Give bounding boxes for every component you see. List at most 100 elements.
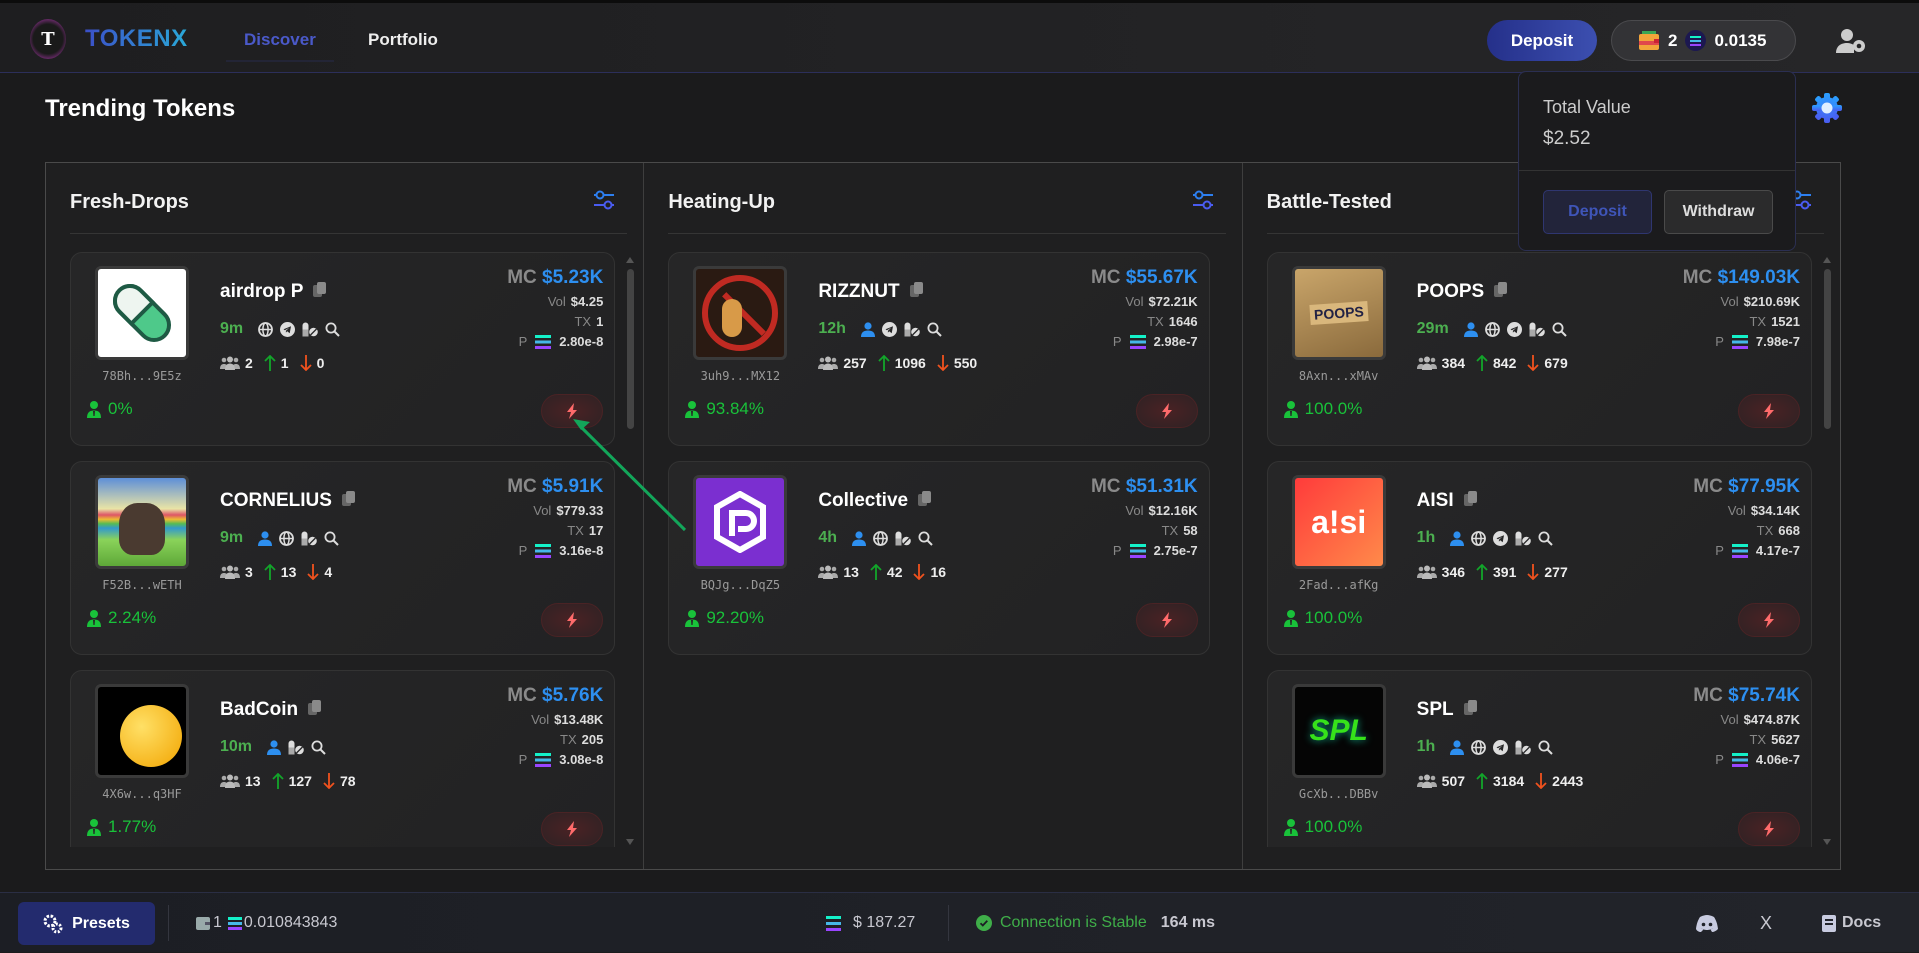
x-link[interactable]: X	[1760, 893, 1772, 953]
popup-withdraw-button[interactable]: Withdraw	[1664, 190, 1773, 234]
copy-icon[interactable]	[313, 281, 327, 303]
token-name[interactable]: CORNELIUS	[220, 490, 332, 511]
telegram-icon[interactable]	[1493, 739, 1509, 755]
deposit-button[interactable]: Deposit	[1487, 20, 1597, 61]
user-settings-icon[interactable]	[1836, 27, 1868, 55]
quick-buy-button[interactable]	[541, 812, 604, 846]
telegram-icon[interactable]	[280, 321, 296, 337]
docs-link[interactable]: Docs	[1822, 893, 1881, 953]
token-card[interactable]: SPL GcXb...DBBv SPL 1h 507 3184 2443 100.0% MC $…	[1266, 670, 1812, 847]
quick-buy-button[interactable]	[1737, 812, 1800, 846]
token-name[interactable]: AISI	[1416, 490, 1454, 511]
copy-icon[interactable]	[1463, 699, 1477, 721]
settings-gear-icon[interactable]	[1812, 93, 1842, 123]
pill-icon[interactable]	[288, 740, 304, 755]
search-icon[interactable]	[1538, 740, 1554, 755]
user-icon[interactable]	[1450, 530, 1465, 546]
token-image[interactable]: SPL	[1291, 684, 1386, 778]
search-icon[interactable]	[918, 531, 933, 546]
telegram-icon[interactable]	[1506, 321, 1522, 337]
copy-icon[interactable]	[918, 490, 932, 512]
search-icon[interactable]	[311, 740, 326, 755]
nav-portfolio[interactable]: Portfolio	[368, 30, 438, 49]
pill-icon[interactable]	[302, 322, 318, 337]
token-card[interactable]: 4X6w...q3HF BadCoin 10m 13 127 78 1.77% MC $5.7…	[70, 670, 616, 847]
token-card[interactable]: a!si 2Fad...afKg AISI 1h 346 391 277 100.0% MC $…	[1266, 461, 1812, 655]
token-card[interactable]: 3uh9...MX12 RIZZNUT 12h 257 1096 550 93.84% MC …	[668, 252, 1210, 446]
token-name[interactable]: BadCoin	[220, 699, 299, 720]
quick-buy-button[interactable]	[1737, 394, 1800, 428]
scroll-thumb[interactable]	[627, 269, 635, 429]
pill-icon[interactable]	[1515, 740, 1532, 755]
token-image[interactable]	[95, 475, 189, 569]
token-address[interactable]: 78Bh...9E5z	[102, 369, 182, 383]
token-image[interactable]	[95, 684, 189, 778]
tokenx-logo[interactable]: T	[30, 19, 66, 59]
quick-buy-button[interactable]	[1135, 603, 1198, 637]
copy-icon[interactable]	[341, 490, 355, 512]
user-icon[interactable]	[1463, 321, 1478, 337]
token-image[interactable]	[693, 475, 788, 569]
list-scrollbar[interactable]	[626, 255, 635, 847]
scroll-up[interactable]	[626, 257, 635, 263]
nav-discover[interactable]: Discover	[226, 30, 334, 62]
token-name[interactable]: airdrop P	[220, 281, 304, 302]
search-icon[interactable]	[1538, 531, 1554, 546]
filter-sliders-icon[interactable]	[1192, 189, 1214, 216]
brand-name[interactable]: TOKENX	[85, 25, 188, 52]
token-name[interactable]: POOPS	[1416, 281, 1485, 302]
user-icon[interactable]	[258, 530, 273, 546]
pill-icon[interactable]	[301, 531, 317, 546]
presets-button[interactable]: Presets	[18, 902, 155, 945]
token-image[interactable]	[95, 266, 189, 360]
quick-buy-button[interactable]	[1737, 603, 1800, 637]
wallet-balance-button[interactable]: 2 0.0135	[1611, 20, 1796, 61]
pill-icon[interactable]	[895, 531, 911, 546]
search-icon[interactable]	[1552, 322, 1567, 337]
globe-icon[interactable]	[258, 321, 274, 337]
filter-sliders-icon[interactable]	[593, 189, 615, 216]
token-image[interactable]: POOPS	[1291, 266, 1386, 360]
user-icon[interactable]	[860, 321, 875, 337]
token-address[interactable]: 3uh9...MX12	[700, 369, 781, 383]
token-name[interactable]: RIZZNUT	[818, 281, 900, 302]
token-name[interactable]: SPL	[1416, 699, 1454, 720]
copy-icon[interactable]	[1494, 281, 1508, 303]
token-address[interactable]: F52B...wETH	[102, 578, 182, 592]
globe-icon[interactable]	[1484, 321, 1500, 337]
footer-wallet[interactable]: 1 0.010843843	[196, 893, 337, 953]
telegram-icon[interactable]	[881, 321, 897, 337]
search-icon[interactable]	[927, 322, 942, 337]
globe-icon[interactable]	[1471, 530, 1487, 546]
scroll-up[interactable]	[1822, 257, 1831, 263]
globe-icon[interactable]	[873, 530, 888, 546]
pill-icon[interactable]	[1515, 531, 1532, 546]
copy-icon[interactable]	[1463, 490, 1477, 512]
scroll-thumb[interactable]	[1823, 269, 1831, 429]
user-icon[interactable]	[267, 739, 282, 755]
token-card[interactable]: POOPS 8Axn...xMAv POOPS 29m 384 842 679 100.0% M…	[1266, 252, 1812, 446]
copy-icon[interactable]	[308, 699, 322, 721]
globe-icon[interactable]	[279, 530, 295, 546]
globe-icon[interactable]	[1471, 739, 1487, 755]
scroll-down[interactable]	[626, 839, 635, 845]
pill-icon[interactable]	[904, 322, 920, 337]
token-card[interactable]: F52B...wETH CORNELIUS 9m 3 13 4 2.24% MC $5.91K…	[70, 461, 616, 655]
user-icon[interactable]	[852, 530, 866, 546]
popup-deposit-button[interactable]: Deposit	[1543, 190, 1652, 234]
scroll-down[interactable]	[1822, 839, 1831, 845]
discord-link[interactable]	[1696, 893, 1718, 953]
quick-buy-button[interactable]	[541, 394, 604, 428]
user-icon[interactable]	[1450, 739, 1465, 755]
token-address[interactable]: BQJg...DqZ5	[700, 578, 781, 592]
token-address[interactable]: 4X6w...q3HF	[102, 787, 182, 801]
token-name[interactable]: Collective	[818, 490, 909, 511]
quick-buy-button[interactable]	[541, 603, 604, 637]
pill-icon[interactable]	[1529, 322, 1545, 337]
token-card[interactable]: 78Bh...9E5z airdrop P 9m 2 1 0 0% MC $5.23K Vol $…	[70, 252, 616, 446]
telegram-icon[interactable]	[1493, 530, 1509, 546]
list-scrollbar[interactable]	[1822, 255, 1832, 847]
search-icon[interactable]	[324, 531, 339, 546]
quick-buy-button[interactable]	[1135, 394, 1198, 428]
copy-icon[interactable]	[909, 281, 923, 303]
